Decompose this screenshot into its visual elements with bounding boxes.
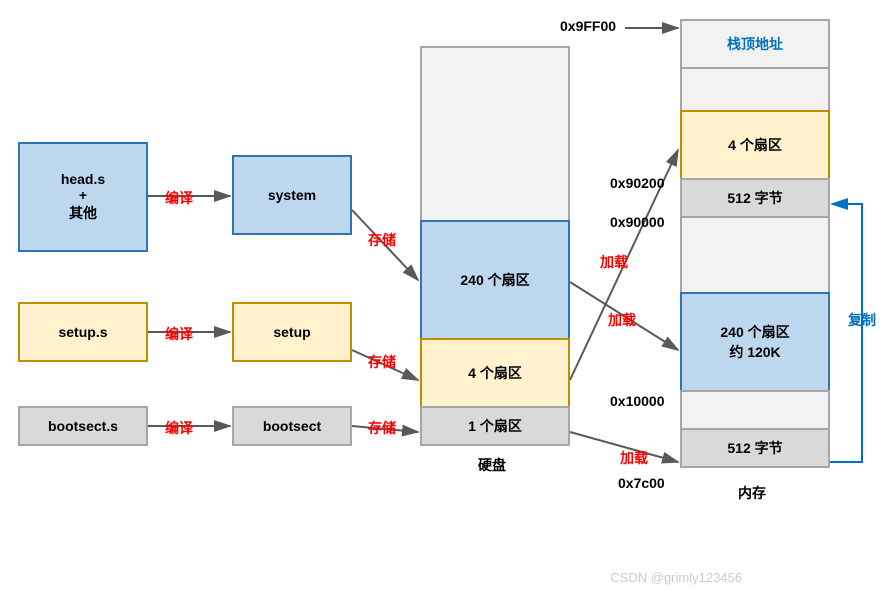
disk-seg-240: 240 个扇区 (420, 220, 570, 340)
memory-caption: 内存 (738, 483, 766, 503)
mem-seg-512a: 512 字节 (680, 178, 830, 218)
edge-compile-2: 编译 (165, 418, 193, 438)
addr-0: 0x9FF00 (560, 18, 616, 34)
mem-seg-gap1 (680, 67, 830, 112)
addr-2: 0x90000 (610, 214, 665, 230)
memory-column: 栈顶地址 4 个扇区 512 字节 240 个扇区 约 120K 512 字节 (680, 19, 830, 468)
edge-store-1: 存储 (368, 352, 396, 372)
disk-seg-4: 4 个扇区 (420, 338, 570, 408)
edge-store-2: 存储 (368, 418, 396, 438)
watermark: CSDN @grimly123456 (610, 570, 742, 585)
edge-compile-1: 编译 (165, 324, 193, 344)
addr-1: 0x90200 (610, 175, 665, 191)
edge-compile-0: 编译 (165, 188, 193, 208)
edge-copy: 复制 (848, 310, 876, 330)
mem-seg-gap3 (680, 390, 830, 430)
addr-3: 0x10000 (610, 393, 665, 409)
disk-seg-empty (420, 46, 570, 222)
edge-load-2: 加载 (620, 448, 648, 468)
box-setup: setup (232, 302, 352, 362)
edge-store-0: 存储 (368, 230, 396, 250)
disk-caption: 硬盘 (478, 455, 506, 475)
mem-seg-512b: 512 字节 (680, 428, 830, 468)
mem-seg-240: 240 个扇区 约 120K (680, 292, 830, 392)
addr-4: 0x7c00 (618, 475, 665, 491)
edge-load-1: 加载 (608, 310, 636, 330)
disk-column: 240 个扇区 4 个扇区 1 个扇区 (420, 46, 570, 446)
mem-seg-4sectors: 4 个扇区 (680, 110, 830, 180)
box-bootsect-s: bootsect.s (18, 406, 148, 446)
box-setup-s: setup.s (18, 302, 148, 362)
disk-seg-1: 1 个扇区 (420, 406, 570, 446)
box-bootsect: bootsect (232, 406, 352, 446)
mem-seg-gap2 (680, 216, 830, 294)
box-head-s: head.s + 其他 (18, 142, 148, 252)
edge-load-0: 加载 (600, 252, 628, 272)
mem-seg-stacktop: 栈顶地址 (680, 19, 830, 69)
box-system: system (232, 155, 352, 235)
